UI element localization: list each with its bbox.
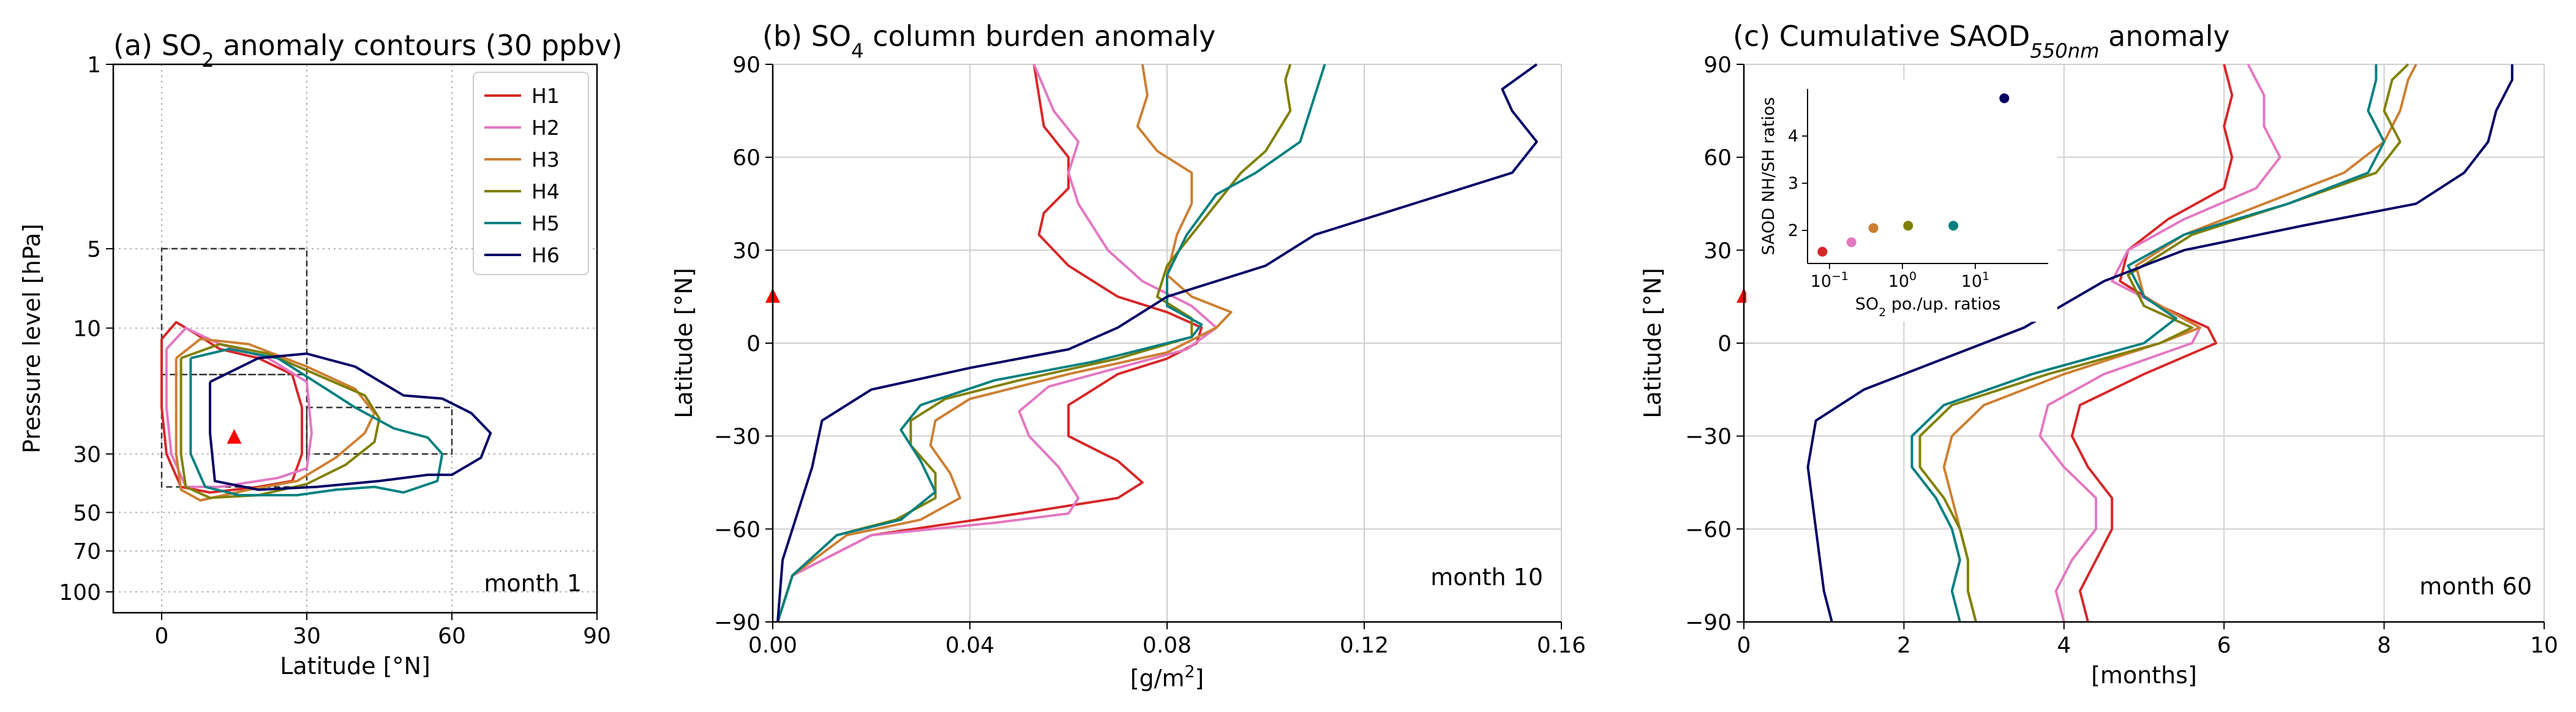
ytick-label-b: 30	[732, 238, 760, 263]
ylabel-a: Pressure level [hPa]	[18, 224, 45, 453]
legend-label-h6: H6	[531, 243, 560, 267]
ytick-label-c: 90	[1703, 53, 1732, 78]
inset-point-h3	[1868, 223, 1879, 233]
ytick-label-c: 0	[1718, 331, 1732, 357]
inset-point-h2	[1846, 237, 1857, 248]
inset-point-h5	[1948, 221, 1959, 231]
ytick-label-c: −90	[1685, 610, 1732, 635]
inset-background	[1746, 80, 2057, 322]
xtick-label-b: 0.00	[748, 633, 797, 658]
legend-label-h1: H1	[531, 84, 560, 108]
ytick-label-a: 5	[87, 237, 101, 262]
contour-h6	[209, 352, 492, 491]
xtick-label-c: 8	[2377, 633, 2391, 658]
ytick-label-c: 30	[1703, 238, 1732, 263]
line-h1	[2070, 64, 2234, 623]
inset-xtick-label: 101	[1961, 270, 1989, 291]
contour-h3	[175, 338, 376, 502]
xlabel-b: [g/m2]	[1130, 662, 1204, 692]
ytick-label-a: 10	[73, 316, 101, 341]
ytick-label-b: 0	[746, 331, 760, 357]
xtick-label-a: 90	[583, 624, 611, 649]
contour-h5	[189, 347, 444, 497]
line-h2	[776, 64, 1218, 623]
ytick-label-a: 70	[73, 539, 101, 564]
xlabel-c: [months]	[2091, 662, 2197, 689]
ytick-label-a: 100	[59, 580, 101, 605]
xtick-label-b: 0.08	[1143, 633, 1192, 658]
ytick-label-b: 90	[732, 53, 760, 78]
xtick-label-b: 0.04	[945, 633, 994, 658]
xtick-label-a: 30	[293, 624, 321, 649]
line-h6	[1806, 64, 2514, 623]
inset-xtick-label: 100	[1888, 270, 1917, 291]
inset-point-h6	[1999, 93, 2010, 104]
ytick-label-c: 60	[1703, 146, 1732, 171]
inset-xtick-label: 10−1	[1811, 270, 1849, 291]
line-h5	[776, 64, 1326, 623]
legend-label-h2: H2	[531, 116, 560, 140]
ytick-label-b: −90	[714, 610, 760, 635]
inset-scatter: 10−1 100 101 2 3 4 SO2 po./up. ratios SAOD NH/S…	[1746, 80, 2057, 322]
panel-b-so4-burden: 0.00 0.04 0.08 0.12 0.16 −90 −60 −30 0 30 60 90(b) …	[670, 20, 1586, 692]
title-b: (b) SO4 column burden anomaly	[762, 20, 1215, 62]
ytick-label-c: −60	[1685, 517, 1732, 542]
dashed-box-2	[160, 374, 308, 488]
ytick-label-a: 50	[73, 501, 101, 526]
xtick-label-c: 4	[2057, 633, 2071, 658]
legend-label-h5: H5	[531, 211, 560, 235]
line-h5	[1910, 64, 2386, 623]
marker-triangle-a	[227, 429, 242, 444]
inset-point-h1	[1817, 246, 1828, 257]
xtick-label-b: 0.16	[1537, 633, 1586, 658]
line-h4	[1918, 63, 2409, 623]
title-c: (c) Cumulative SAOD550nm anomaly	[1733, 20, 2230, 62]
dashed-box-3	[306, 406, 453, 455]
axes-frame-a	[112, 63, 598, 614]
xtick-label-a: 60	[438, 624, 466, 649]
xtick-label-c: 10	[2530, 633, 2558, 658]
legend-label-h4: H4	[531, 180, 560, 203]
panel-c-cumulative-saod: 0 2 4 6 8 10 −90 −60 −30 0 30 60 90(c) Cumulative SA…	[1639, 20, 2558, 689]
inset-ytick-label: 4	[1788, 127, 1798, 146]
ytick-label-a: 1	[87, 53, 101, 78]
annotation-b: month 10	[1430, 564, 1543, 591]
ylabel-b: Latitude [°N]	[670, 268, 697, 418]
line-h2	[2038, 64, 2281, 623]
annotation-a: month 1	[484, 570, 582, 597]
xlabel-a: Latitude [°N]	[280, 653, 430, 680]
inset-point-h4	[1903, 221, 1913, 231]
ytick-label-c: −30	[1685, 425, 1732, 450]
xtick-label-c: 0	[1737, 633, 1751, 658]
title-a: (a) SO2 anomaly contours (30 ppbv)	[113, 29, 623, 72]
ytick-label-a: 30	[73, 442, 101, 468]
inset-xlabel: SO2 po./up. ratios	[1855, 295, 2001, 319]
annotation-c: month 60	[2419, 573, 2532, 600]
line-h3	[776, 64, 1233, 623]
legend-box	[473, 72, 589, 275]
inset-ytick-label: 3	[1788, 174, 1798, 193]
ylabel-c: Latitude [°N]	[1639, 268, 1666, 418]
inset-ylabel: SAOD NH/SH ratios	[1759, 97, 1778, 255]
ytick-label-b: −30	[714, 425, 760, 450]
line-h6	[776, 63, 1538, 623]
xtick-label-b: 0.12	[1340, 633, 1389, 658]
legend-label-h3: H3	[531, 148, 560, 172]
panel-a-so2-contours: 0 30 60 90 1 5 10 30 50 70 100 (a) SO2 anomaly cont…	[18, 29, 623, 680]
ytick-label-b: −60	[714, 517, 760, 542]
ytick-label-b: 60	[732, 146, 760, 171]
xtick-label-c: 2	[1897, 633, 1911, 658]
xtick-label-c: 6	[2217, 633, 2231, 658]
inset-ytick-label: 2	[1788, 221, 1798, 240]
xtick-label-a: 0	[155, 624, 169, 649]
